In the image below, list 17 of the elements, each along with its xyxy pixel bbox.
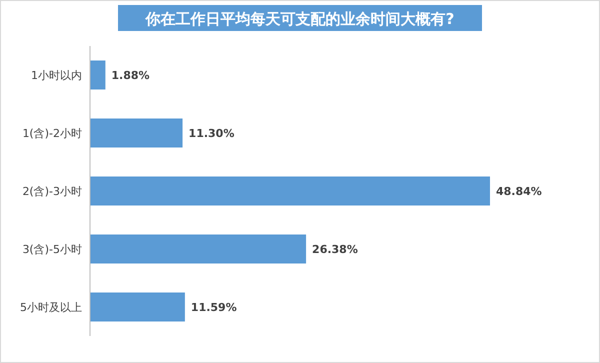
data-label: 26.38%	[312, 243, 358, 256]
bar	[90, 60, 106, 90]
data-label: 1.88%	[111, 69, 150, 82]
data-label: 48.84%	[496, 185, 542, 198]
bar	[90, 234, 306, 264]
y-tick-label: 1小时以内	[31, 69, 82, 82]
bar	[90, 292, 185, 322]
y-tick-label: 2(含)-3小时	[22, 185, 82, 198]
data-label: 11.30%	[188, 127, 234, 140]
bar	[90, 176, 490, 206]
title: 你在工作日平均每天可支配的业余时间大概有?	[118, 5, 482, 31]
y-tick-label: 5小时及以上	[20, 301, 82, 314]
bar	[90, 118, 183, 148]
y-tick-label: 1(含)-2小时	[22, 127, 82, 140]
data-label: 11.59%	[190, 301, 237, 314]
y-tick-label: 3(含)-5小时	[22, 243, 82, 256]
chart-title: 你在工作日平均每天可支配的业余时间大概有?	[144, 10, 454, 28]
